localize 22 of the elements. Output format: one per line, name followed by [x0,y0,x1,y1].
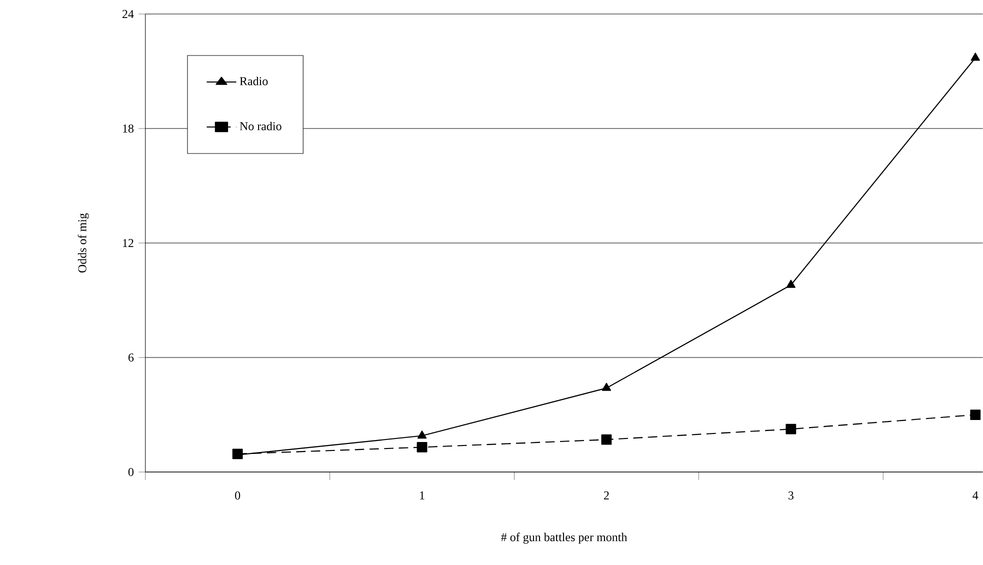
y-tick-label: 24 [122,10,134,18]
point [417,430,427,438]
y-tick-label: 18 [123,124,134,132]
point [786,280,796,288]
x-tick-label: 1 [420,491,424,500]
y-tick-label: 0 [128,468,134,476]
x-axis-title: # of gun battles per month [501,532,628,544]
y-tick-label: 6 [128,353,134,362]
point [786,424,796,434]
point [601,434,612,445]
legend-label: Radio [240,76,268,86]
y-axis-title: Odds of mig [78,213,89,272]
point [970,52,980,61]
point [416,442,428,452]
point [970,409,981,420]
point [602,382,612,391]
x-tick-label: 3 [788,491,794,500]
x-tick-label: 2 [604,491,609,500]
x-tick-label: 0 [235,491,240,500]
y-tick-label: 12 [123,238,134,247]
legend-label: No radio [240,122,282,130]
x-tick-label: 4 [972,491,978,500]
